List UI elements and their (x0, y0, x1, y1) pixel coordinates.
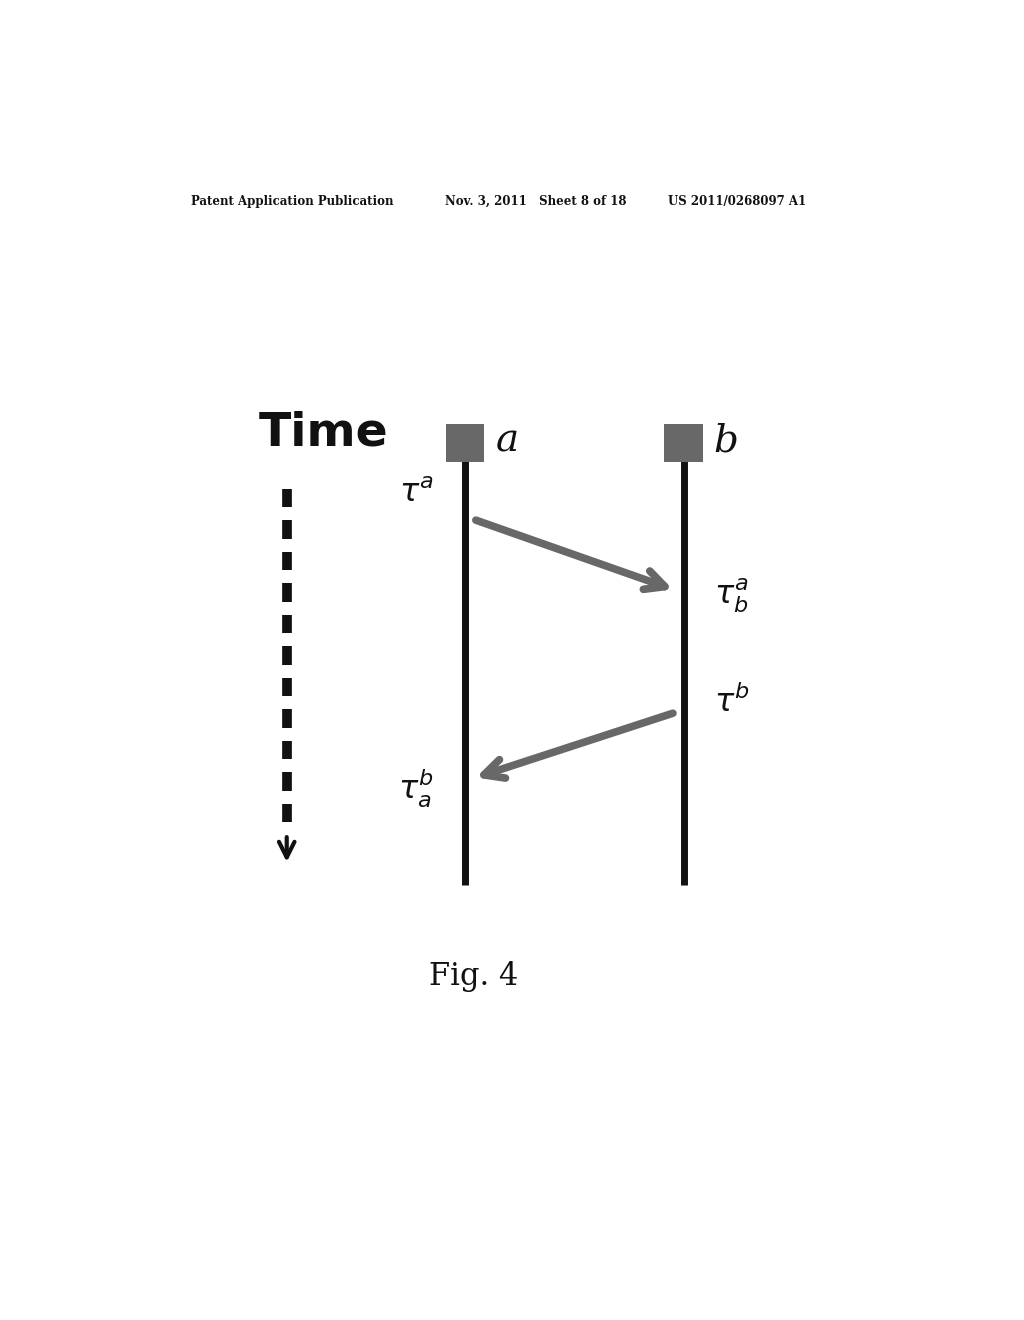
Text: US 2011/0268097 A1: US 2011/0268097 A1 (668, 194, 806, 207)
Text: Fig. 4: Fig. 4 (429, 961, 518, 993)
Text: $\tau^{b}$: $\tau^{b}$ (714, 685, 750, 719)
Text: a: a (496, 422, 518, 459)
FancyBboxPatch shape (446, 424, 484, 462)
Text: Nov. 3, 2011   Sheet 8 of 18: Nov. 3, 2011 Sheet 8 of 18 (445, 194, 627, 207)
Text: b: b (714, 422, 738, 459)
Text: Patent Application Publication: Patent Application Publication (191, 194, 394, 207)
FancyBboxPatch shape (665, 424, 702, 462)
Text: Time: Time (259, 411, 388, 455)
Text: $\tau_b^{a}$: $\tau_b^{a}$ (714, 577, 749, 615)
Text: $\tau^{a}$: $\tau^{a}$ (398, 478, 433, 510)
Text: $\tau_a^{b}$: $\tau_a^{b}$ (397, 767, 433, 809)
